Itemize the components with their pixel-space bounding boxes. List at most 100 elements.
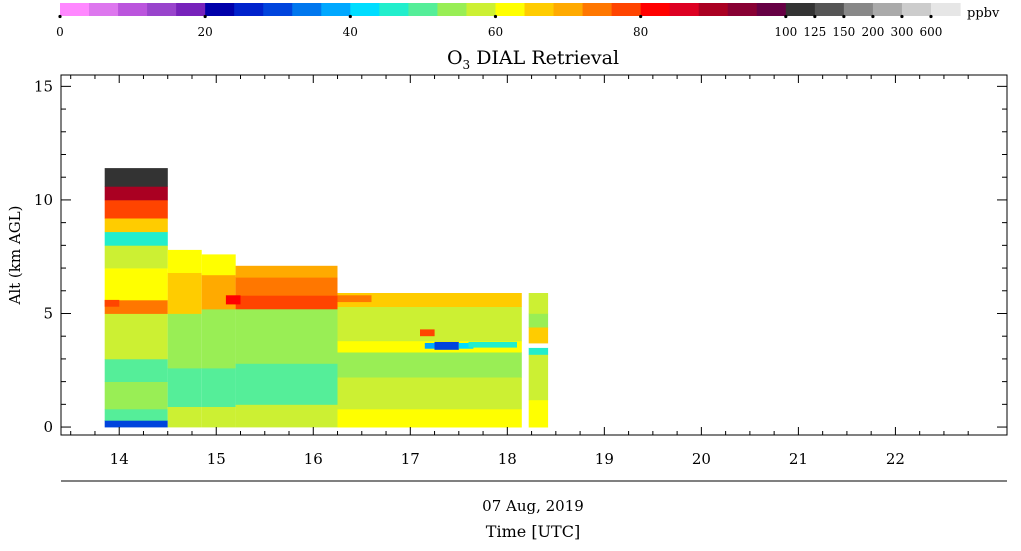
heatmap-feature: [104, 299, 120, 307]
title-rest: DIAL Retrieval: [470, 47, 619, 69]
colorbar-swatch: [60, 3, 90, 16]
heatmap-cell: [528, 399, 549, 428]
x-tick-label: 17: [401, 450, 420, 468]
heatmap-cell: [528, 343, 549, 348]
profile-block: [167, 249, 202, 428]
heatmap-cell: [104, 299, 168, 314]
colorbar-tick-label: 0: [56, 25, 64, 39]
profile-block: [235, 265, 338, 428]
colorbar-swatch: [698, 3, 729, 16]
axis-ticks: 14 15 16 17 18 19 20 21 22 0 5 10 15: [34, 75, 1007, 468]
colorbar-swatch: [205, 3, 235, 16]
colorbar-swatch: [756, 3, 787, 16]
colorbar-tick-label: 300: [890, 25, 913, 39]
colorbar-swatch: [89, 3, 119, 16]
plot-area: 14 15 16 17 18 19 20 21 22 0 5 10 15: [34, 74, 1008, 468]
colorbar-ticks: 0 20 40 60 80 100 125 150 200 300 600: [56, 14, 943, 39]
y-tick-label: 10: [34, 191, 53, 209]
heatmap-cell: [104, 268, 168, 301]
heatmap-cell: [235, 277, 338, 296]
x-tick-label: 22: [886, 450, 905, 468]
heatmap-cell: [167, 272, 202, 314]
colorbar-swatch: [901, 3, 932, 16]
colorbar-tick-label: 40: [343, 25, 358, 39]
colorbar-swatch: [727, 3, 758, 16]
colorbar-tick-mark: [348, 14, 352, 19]
colorbar-tick-mark: [639, 14, 643, 19]
heatmap-cell: [104, 199, 168, 219]
colorbar-tick-label: 20: [198, 25, 213, 39]
x-tick-label: 14: [110, 450, 129, 468]
colorbar-swatch: [118, 3, 148, 16]
colorbar: [60, 3, 961, 16]
heatmap-cell: [104, 358, 168, 382]
x-axis-label: Time [UTC]: [486, 522, 580, 541]
heatmap-cell: [528, 293, 549, 314]
x-tick-label: 20: [692, 450, 711, 468]
heatmap-feature: [420, 329, 435, 337]
colorbar-swatch: [843, 3, 874, 16]
heatmap-cell: [235, 404, 338, 428]
x-tick-label: 18: [498, 450, 517, 468]
colorbar-swatch: [176, 3, 206, 16]
heatmap-cell: [104, 420, 168, 428]
heatmap-cell: [201, 368, 236, 407]
y-tick-label: 0: [43, 418, 53, 436]
heatmap-feature: [468, 341, 517, 348]
colorbar-swatch: [495, 3, 526, 16]
colorbar-swatch: [785, 3, 816, 16]
heatmap-cell: [167, 313, 202, 369]
heatmap-cell: [528, 354, 549, 401]
colorbar-tick-mark: [784, 14, 788, 19]
heatmap-cell: [235, 308, 338, 364]
colorbar-swatch: [553, 3, 584, 16]
heatmap-cell: [167, 368, 202, 407]
heatmap-cell: [201, 254, 236, 276]
colorbar-swatch: [582, 3, 613, 16]
colorbar-swatch: [408, 3, 439, 16]
heatmap-cell: [337, 408, 522, 428]
title-subscript: 3: [463, 58, 471, 72]
heatmap-cell: [104, 231, 168, 246]
heatmap-cell: [528, 327, 549, 344]
heatmap-cell: [104, 408, 168, 421]
heatmap-cell: [167, 406, 202, 428]
y-tick-label: 5: [43, 304, 53, 322]
x-tick-label: 19: [595, 450, 614, 468]
heatmap-cell: [235, 265, 338, 278]
colorbar-tick-label: 600: [920, 25, 943, 39]
colorbar-swatch: [147, 3, 177, 16]
heatmap-cell: [201, 406, 236, 428]
profile-block: [528, 293, 549, 428]
heatmap-feature: [225, 295, 241, 305]
profile-block: [337, 293, 522, 428]
title-o: O: [447, 47, 463, 69]
x-tick-label: 21: [789, 450, 808, 468]
colorbar-tick-label: 60: [488, 25, 503, 39]
colorbar-tick-mark: [929, 14, 933, 19]
x-tick-label: 16: [304, 450, 323, 468]
heatmap-feature: [337, 295, 372, 303]
colorbar-tick-mark: [203, 14, 207, 19]
heatmap-cell: [104, 186, 168, 201]
colorbar-tick-label: 100: [774, 25, 797, 39]
profile-block: [201, 254, 236, 428]
heatmap-cell: [528, 313, 549, 328]
colorbar-swatch: [524, 3, 555, 16]
colorbar-swatch: [437, 3, 468, 16]
heatmap-cell: [167, 249, 202, 273]
heatmap-feature: [424, 343, 435, 349]
y-axis-label: Alt (km AGL): [6, 206, 24, 306]
colorbar-tick-label: 200: [861, 25, 884, 39]
colorbar-swatch: [640, 3, 671, 16]
y-tick-label: 15: [34, 77, 53, 95]
colorbar-tick-mark: [813, 14, 817, 19]
heatmap-cell: [201, 308, 236, 369]
heatmap-cell: [337, 352, 522, 378]
colorbar-tick-mark: [842, 14, 846, 19]
colorbar-swatch: [379, 3, 409, 16]
colorbar-tick-label: 80: [633, 25, 648, 39]
date-label: 07 Aug, 2019: [482, 497, 584, 515]
heatmap-cell: [104, 313, 168, 360]
